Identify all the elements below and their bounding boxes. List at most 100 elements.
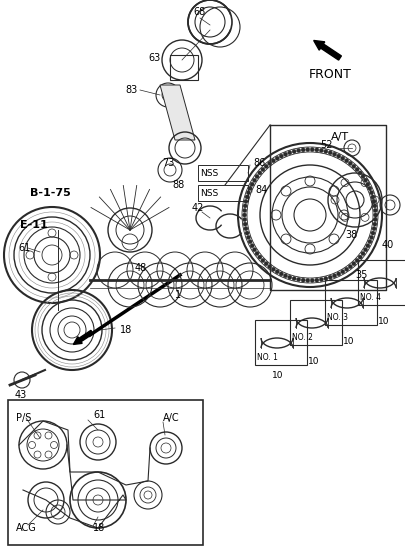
Circle shape <box>252 178 256 182</box>
Circle shape <box>249 182 254 186</box>
Text: ACG: ACG <box>16 523 37 533</box>
Circle shape <box>243 204 247 208</box>
Text: 88: 88 <box>172 180 184 190</box>
Polygon shape <box>160 85 194 140</box>
Circle shape <box>309 279 313 283</box>
Text: 10: 10 <box>377 317 388 326</box>
Text: 42: 42 <box>192 203 204 213</box>
Circle shape <box>245 195 248 199</box>
Circle shape <box>370 231 374 235</box>
Bar <box>198 185 247 201</box>
Circle shape <box>243 222 247 226</box>
Circle shape <box>271 158 275 163</box>
Text: E-11: E-11 <box>20 220 48 230</box>
Circle shape <box>344 158 348 163</box>
Circle shape <box>287 151 291 155</box>
Bar <box>198 165 247 181</box>
Circle shape <box>371 227 375 230</box>
Circle shape <box>287 275 291 279</box>
Text: 86: 86 <box>252 158 264 168</box>
Circle shape <box>292 150 295 153</box>
Text: 52: 52 <box>319 140 332 150</box>
Circle shape <box>340 156 344 160</box>
Circle shape <box>367 240 371 244</box>
Text: 68: 68 <box>194 7 206 17</box>
Circle shape <box>246 235 250 239</box>
Circle shape <box>336 154 340 158</box>
Circle shape <box>357 255 361 259</box>
Bar <box>289 300 341 345</box>
Circle shape <box>351 261 355 266</box>
Circle shape <box>296 148 300 152</box>
Circle shape <box>275 156 279 160</box>
Text: FRONT: FRONT <box>308 69 351 81</box>
Circle shape <box>254 175 258 178</box>
Text: A/C: A/C <box>162 413 179 423</box>
Circle shape <box>296 278 300 281</box>
Circle shape <box>319 148 322 152</box>
Circle shape <box>362 248 367 252</box>
Circle shape <box>370 195 374 199</box>
Text: NO. 1: NO. 1 <box>256 352 277 362</box>
Text: 10: 10 <box>307 357 319 367</box>
Text: 1: 1 <box>175 290 181 300</box>
Circle shape <box>332 152 336 156</box>
Text: B-1-75: B-1-75 <box>30 188 70 198</box>
Circle shape <box>357 171 361 175</box>
Text: 61: 61 <box>93 410 105 420</box>
Text: NSS: NSS <box>200 188 218 197</box>
Text: NSS: NSS <box>200 168 218 177</box>
Circle shape <box>344 267 348 271</box>
Bar <box>324 280 376 325</box>
Text: 10: 10 <box>271 371 283 379</box>
Text: 10: 10 <box>342 337 354 346</box>
Circle shape <box>252 248 256 252</box>
Circle shape <box>371 199 375 203</box>
Circle shape <box>365 182 369 186</box>
Circle shape <box>360 175 364 178</box>
Circle shape <box>267 161 271 166</box>
Text: A/T: A/T <box>330 132 348 142</box>
Circle shape <box>246 191 250 194</box>
Text: 63: 63 <box>148 53 160 63</box>
Circle shape <box>243 227 247 230</box>
Text: 61: 61 <box>18 243 30 253</box>
Bar <box>357 260 405 305</box>
Circle shape <box>351 165 355 168</box>
Text: NO. 4: NO. 4 <box>359 293 380 301</box>
Circle shape <box>373 208 376 212</box>
Bar <box>170 55 198 80</box>
Text: NO. 3: NO. 3 <box>326 312 347 321</box>
Text: 18: 18 <box>93 523 105 533</box>
Circle shape <box>309 147 313 152</box>
Circle shape <box>271 267 275 271</box>
Circle shape <box>305 279 309 283</box>
Text: 40: 40 <box>381 240 393 250</box>
Circle shape <box>323 150 327 153</box>
Circle shape <box>257 171 261 175</box>
Circle shape <box>327 275 331 279</box>
Bar <box>254 320 306 365</box>
Circle shape <box>243 199 247 203</box>
Circle shape <box>249 244 254 248</box>
Circle shape <box>369 235 373 239</box>
Bar <box>8 400 202 545</box>
Circle shape <box>336 272 340 276</box>
FancyArrow shape <box>313 40 341 60</box>
Circle shape <box>247 186 252 191</box>
Circle shape <box>242 213 246 217</box>
Circle shape <box>319 278 322 281</box>
Circle shape <box>301 278 305 282</box>
Circle shape <box>314 148 318 152</box>
Circle shape <box>254 252 258 255</box>
Text: 18: 18 <box>120 325 132 335</box>
Circle shape <box>340 270 344 274</box>
Circle shape <box>365 244 369 248</box>
Text: P/S: P/S <box>16 413 31 423</box>
Text: 43: 43 <box>15 390 27 400</box>
Circle shape <box>245 231 248 235</box>
Circle shape <box>283 152 287 156</box>
Circle shape <box>260 259 264 263</box>
Circle shape <box>305 147 309 152</box>
Circle shape <box>332 274 336 278</box>
